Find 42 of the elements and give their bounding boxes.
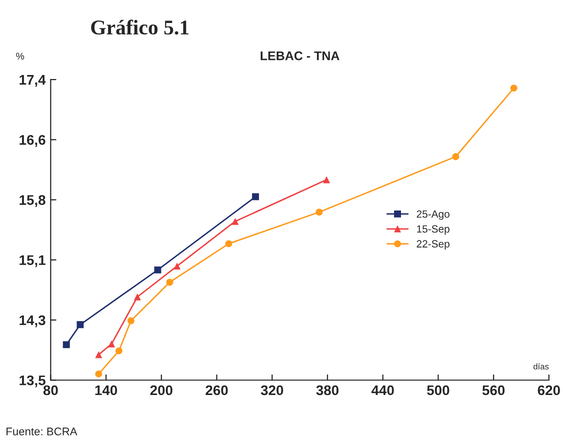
point xyxy=(62,341,70,348)
chart-title: Gráfico 5.1 xyxy=(91,20,189,35)
x-tick-label: 80 xyxy=(43,385,58,396)
x-tick-label: 620 xyxy=(538,385,560,396)
y-axis-title: % xyxy=(16,52,24,60)
point xyxy=(510,84,518,92)
y-tick-label: 15,8 xyxy=(20,195,46,207)
y-tick-label: 16,6 xyxy=(20,135,46,147)
point xyxy=(225,240,232,248)
x-tick-label: 140 xyxy=(95,385,118,396)
x-tick-label: 200 xyxy=(150,385,172,396)
legend-label: 22-Sep xyxy=(416,240,450,250)
y-tick-label: 17,4 xyxy=(20,75,46,87)
point xyxy=(452,153,460,160)
point xyxy=(252,193,259,200)
chart-subtitle: LEBAC - TNA xyxy=(260,51,340,60)
point xyxy=(134,293,141,300)
point xyxy=(76,321,84,328)
point xyxy=(127,317,134,324)
x-tick-label: 380 xyxy=(316,385,338,396)
point xyxy=(115,347,122,354)
x-tick-label: 440 xyxy=(371,385,394,396)
point xyxy=(323,176,330,184)
x-tick-label: 320 xyxy=(260,385,284,396)
point xyxy=(95,370,102,378)
y-tick-label: 14,3 xyxy=(20,315,46,328)
x-tick-label: 500 xyxy=(427,385,450,396)
point xyxy=(232,218,239,225)
x-tick-label: 560 xyxy=(482,385,505,396)
point xyxy=(174,262,181,270)
point xyxy=(316,208,323,216)
legend-label: 25-Ago xyxy=(416,210,450,220)
point xyxy=(154,266,162,274)
legend-label: 15-Sep xyxy=(417,225,450,235)
y-tick-label: 15,1 xyxy=(20,255,46,268)
y-tick-label: 13,5 xyxy=(20,375,46,388)
point xyxy=(108,340,116,348)
x-axis-title: días xyxy=(534,363,549,370)
point xyxy=(95,351,102,358)
x-tick-label: 260 xyxy=(206,385,228,396)
source-note: Fuente: BCRA xyxy=(6,428,78,436)
point xyxy=(166,278,174,286)
